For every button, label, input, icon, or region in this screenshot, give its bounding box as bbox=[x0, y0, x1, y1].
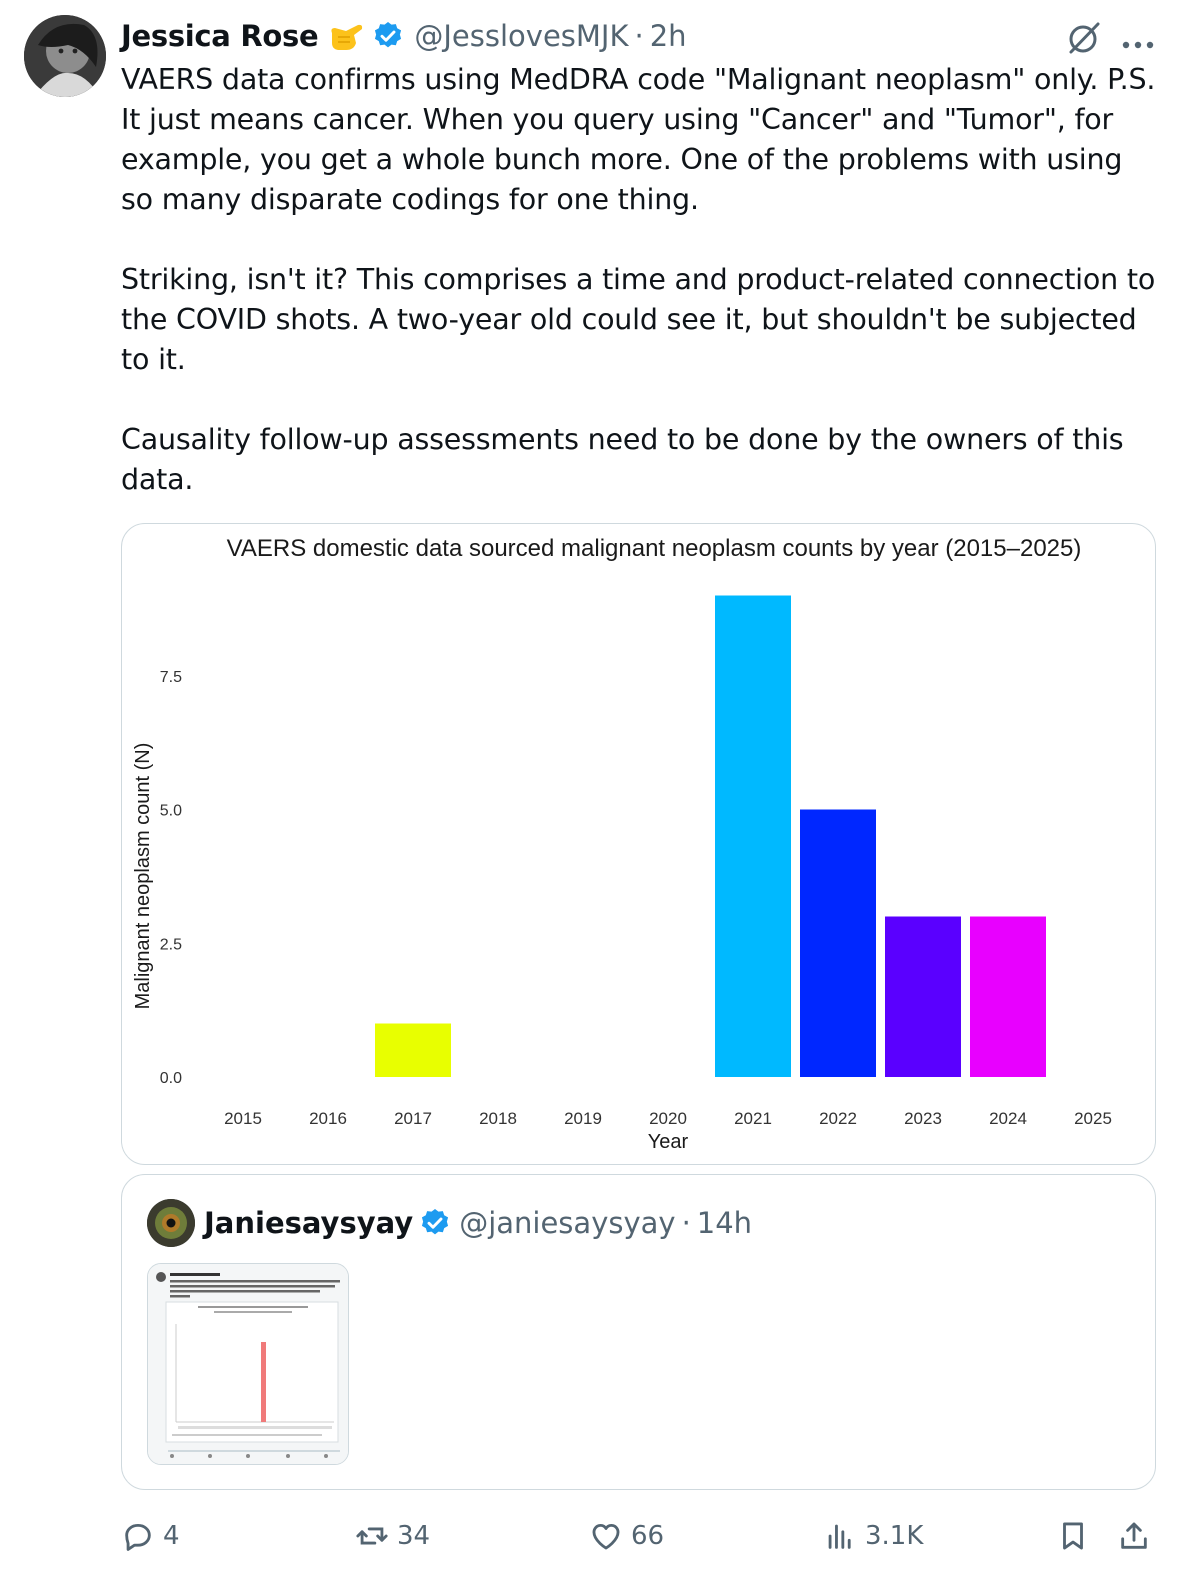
repost-icon bbox=[356, 1527, 388, 1545]
x-tick-label: 2021 bbox=[734, 1109, 772, 1128]
y-tick-label: 2.5 bbox=[160, 936, 182, 953]
bar-2023 bbox=[885, 916, 961, 1077]
heart-icon bbox=[592, 1523, 620, 1550]
quoted-author-name[interactable]: Janiesaysyay bbox=[204, 1206, 414, 1240]
author-name[interactable]: Jessica Rose bbox=[121, 19, 319, 53]
like-button[interactable]: 66 bbox=[589, 1510, 664, 1562]
author-avatar[interactable] bbox=[24, 15, 106, 97]
call-me-hand-emoji-icon bbox=[326, 19, 366, 53]
post-timestamp[interactable]: 2h bbox=[649, 19, 687, 53]
y-tick-label: 7.5 bbox=[160, 669, 182, 686]
x-tick-label: 2015 bbox=[224, 1109, 262, 1128]
like-count: 66 bbox=[631, 1521, 665, 1551]
quoted-post-header: Janiesaysyay @janiesaysyay · 14h bbox=[204, 1201, 752, 1245]
x-tick-label: 2016 bbox=[309, 1109, 347, 1128]
more-options-icon[interactable] bbox=[1120, 34, 1156, 49]
verified-badge-icon[interactable] bbox=[419, 1207, 451, 1239]
reply-count: 4 bbox=[163, 1521, 180, 1551]
quoted-post-timestamp[interactable]: 14h bbox=[696, 1206, 753, 1240]
bar-2021 bbox=[715, 595, 791, 1077]
reply-icon bbox=[125, 1523, 151, 1551]
repost-button[interactable]: 34 bbox=[355, 1510, 430, 1562]
bar-2024 bbox=[970, 916, 1046, 1077]
quoted-tweet-screenshot-image[interactable] bbox=[147, 1263, 349, 1465]
x-tick-label: 2022 bbox=[819, 1109, 857, 1128]
x-tick-label: 2017 bbox=[394, 1109, 432, 1128]
author-handle[interactable]: @JesslovesMJK bbox=[414, 19, 629, 53]
quoted-author-handle[interactable]: @janiesaysyay bbox=[459, 1206, 676, 1240]
bookmark-icon bbox=[1063, 1522, 1083, 1550]
post-text: VAERS data confirms using MedDRA code "M… bbox=[121, 63, 1156, 496]
bookmark-button[interactable] bbox=[1056, 1510, 1098, 1562]
chart-title: VAERS domestic data sourced malignant ne… bbox=[227, 535, 1082, 562]
x-tick-label: 2025 bbox=[1074, 1109, 1112, 1128]
views-chart-icon bbox=[828, 1524, 851, 1549]
share-button[interactable] bbox=[1117, 1510, 1159, 1562]
y-tick-label: 5.0 bbox=[160, 803, 182, 820]
quoted-header-separator: · bbox=[681, 1206, 691, 1240]
header-separator: · bbox=[634, 19, 644, 53]
chart-x-axis-label: Year bbox=[648, 1131, 689, 1153]
share-icon bbox=[1121, 1522, 1147, 1549]
verified-badge-icon[interactable] bbox=[372, 20, 404, 52]
repost-count: 34 bbox=[397, 1521, 431, 1551]
post-media-chart[interactable]: VAERS domestic data sourced malignant ne… bbox=[121, 523, 1156, 1165]
y-tick-label: 0.0 bbox=[160, 1070, 182, 1087]
x-tick-label: 2023 bbox=[904, 1109, 942, 1128]
chart-y-axis-label: Malignant neoplasm count (N) bbox=[132, 743, 154, 1010]
quoted-post[interactable]: Janiesaysyay @janiesaysyay · 14h bbox=[121, 1174, 1156, 1490]
x-tick-label: 2019 bbox=[564, 1109, 602, 1128]
x-tick-label: 2020 bbox=[649, 1109, 687, 1128]
views-button[interactable]: 3.1K bbox=[823, 1510, 923, 1562]
x-tick-label: 2024 bbox=[989, 1109, 1027, 1128]
post-action-bar: 4 34 66 3.1K bbox=[121, 1510, 1161, 1562]
bar-2017 bbox=[375, 1023, 451, 1077]
post-header: Jessica Rose @JesslovesMJK · 2h bbox=[121, 14, 687, 58]
reply-button[interactable]: 4 bbox=[121, 1510, 180, 1562]
bar-chart: VAERS domestic data sourced malignant ne… bbox=[132, 535, 1112, 1153]
quoted-author-avatar[interactable] bbox=[147, 1199, 195, 1247]
bar-2022 bbox=[800, 809, 876, 1077]
grok-icon[interactable] bbox=[1066, 20, 1102, 56]
views-count: 3.1K bbox=[865, 1521, 924, 1551]
x-tick-label: 2018 bbox=[479, 1109, 517, 1128]
